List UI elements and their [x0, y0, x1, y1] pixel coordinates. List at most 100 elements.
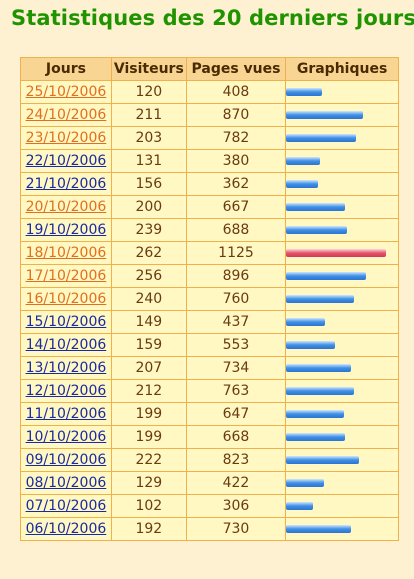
- date-link[interactable]: 15/10/2006: [25, 314, 107, 330]
- date-link[interactable]: 11/10/2006: [25, 406, 107, 422]
- date-link[interactable]: 21/10/2006: [25, 176, 107, 192]
- graph-cell: [285, 80, 399, 104]
- date-link[interactable]: 06/10/2006: [25, 521, 107, 537]
- graph-cell: [285, 149, 399, 173]
- graph-cell: [285, 218, 399, 242]
- pages-bar: [286, 364, 352, 372]
- date-link[interactable]: 18/10/2006: [25, 245, 107, 261]
- pages-cell: 306: [185, 494, 287, 518]
- table-row: 14/10/2006 159 553: [20, 333, 399, 357]
- table-row: 23/10/2006 203 782: [20, 126, 399, 150]
- pages-bar: [286, 134, 357, 142]
- graph-cell: [285, 333, 399, 357]
- table-row: 15/10/2006 149 437: [20, 310, 399, 334]
- graph-cell: [285, 264, 399, 288]
- date-link[interactable]: 22/10/2006: [25, 153, 107, 169]
- stats-table: Jours Visiteurs Pages vues Graphiques 25…: [20, 57, 399, 541]
- table-row: 08/10/2006 129 422: [20, 471, 399, 495]
- graph-cell: [285, 126, 399, 150]
- pages-cell: 1125: [185, 241, 287, 265]
- date-cell: 07/10/2006: [20, 494, 112, 518]
- pages-cell: 688: [185, 218, 287, 242]
- visitors-cell: 120: [110, 80, 187, 104]
- graph-cell: [285, 448, 399, 472]
- date-link[interactable]: 08/10/2006: [25, 475, 107, 491]
- date-link[interactable]: 13/10/2006: [25, 360, 107, 376]
- header-graphiques: Graphiques: [285, 57, 399, 81]
- visitors-cell: 159: [110, 333, 187, 357]
- graph-cell: [285, 241, 399, 265]
- date-cell: 22/10/2006: [20, 149, 112, 173]
- date-cell: 17/10/2006: [20, 264, 112, 288]
- graph-cell: [285, 517, 399, 541]
- pages-cell: 730: [185, 517, 287, 541]
- graph-cell: [285, 379, 399, 403]
- date-link[interactable]: 24/10/2006: [25, 107, 107, 123]
- table-row: 07/10/2006 102 306: [20, 494, 399, 518]
- date-link[interactable]: 23/10/2006: [25, 130, 107, 146]
- pages-cell: 667: [185, 195, 287, 219]
- date-link[interactable]: 07/10/2006: [25, 498, 107, 514]
- visitors-cell: 211: [110, 103, 187, 127]
- table-row: 17/10/2006 256 896: [20, 264, 399, 288]
- date-link[interactable]: 17/10/2006: [25, 268, 107, 284]
- date-cell: 25/10/2006: [20, 80, 112, 104]
- date-link[interactable]: 12/10/2006: [25, 383, 107, 399]
- table-row: 09/10/2006 222 823: [20, 448, 399, 472]
- pages-bar: [286, 226, 348, 234]
- date-cell: 14/10/2006: [20, 333, 112, 357]
- pages-cell: 734: [185, 356, 287, 380]
- date-cell: 08/10/2006: [20, 471, 112, 495]
- pages-bar: [286, 88, 323, 96]
- pages-bar: [286, 502, 314, 510]
- graph-cell: [285, 425, 399, 449]
- table-row: 11/10/2006 199 647: [20, 402, 399, 426]
- visitors-cell: 102: [110, 494, 187, 518]
- date-link[interactable]: 14/10/2006: [25, 337, 107, 353]
- date-cell: 16/10/2006: [20, 287, 112, 311]
- header-jours: Jours: [20, 57, 112, 81]
- graph-cell: [285, 471, 399, 495]
- graph-cell: [285, 402, 399, 426]
- pages-cell: 437: [185, 310, 287, 334]
- date-link[interactable]: 10/10/2006: [25, 429, 107, 445]
- pages-bar: [286, 479, 325, 487]
- visitors-cell: 203: [110, 126, 187, 150]
- date-cell: 10/10/2006: [20, 425, 112, 449]
- table-row: 19/10/2006 239 688: [20, 218, 399, 242]
- date-link[interactable]: 20/10/2006: [25, 199, 107, 215]
- pages-cell: 408: [185, 80, 287, 104]
- page-title: Statistiques des 20 derniers jours :: [11, 6, 414, 30]
- pages-cell: 760: [185, 287, 287, 311]
- date-link[interactable]: 16/10/2006: [25, 291, 107, 307]
- date-cell: 09/10/2006: [20, 448, 112, 472]
- visitors-cell: 262: [110, 241, 187, 265]
- pages-bar: [286, 525, 352, 533]
- date-link[interactable]: 19/10/2006: [25, 222, 107, 238]
- graph-cell: [285, 494, 399, 518]
- table-row: 16/10/2006 240 760: [20, 287, 399, 311]
- date-cell: 11/10/2006: [20, 402, 112, 426]
- graph-cell: [285, 195, 399, 219]
- graph-cell: [285, 103, 399, 127]
- visitors-cell: 212: [110, 379, 187, 403]
- date-cell: 20/10/2006: [20, 195, 112, 219]
- date-link[interactable]: 09/10/2006: [25, 452, 107, 468]
- table-row: 25/10/2006 120 408: [20, 80, 399, 104]
- table-row: 21/10/2006 156 362: [20, 172, 399, 196]
- graph-cell: [285, 172, 399, 196]
- pages-cell: 782: [185, 126, 287, 150]
- visitors-cell: 131: [110, 149, 187, 173]
- table-row: 06/10/2006 192 730: [20, 517, 399, 541]
- pages-cell: 668: [185, 425, 287, 449]
- pages-bar: [286, 318, 326, 326]
- table-row: 13/10/2006 207 734: [20, 356, 399, 380]
- visitors-cell: 149: [110, 310, 187, 334]
- date-link[interactable]: 25/10/2006: [25, 84, 107, 100]
- pages-cell: 380: [185, 149, 287, 173]
- pages-bar: [286, 111, 364, 119]
- pages-cell: 362: [185, 172, 287, 196]
- pages-cell: 647: [185, 402, 287, 426]
- pages-bar: [286, 387, 355, 395]
- pages-cell: 763: [185, 379, 287, 403]
